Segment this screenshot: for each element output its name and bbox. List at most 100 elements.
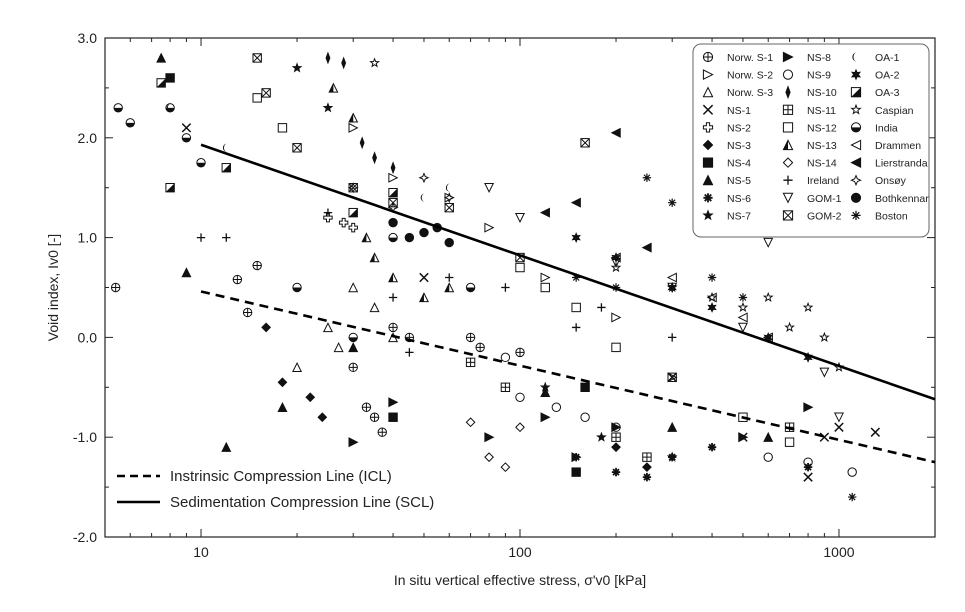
marker xyxy=(317,412,328,423)
marker-detail xyxy=(703,52,713,62)
marker xyxy=(222,143,228,152)
marker xyxy=(851,210,861,220)
marker xyxy=(850,192,862,203)
marker xyxy=(782,69,794,80)
data-point xyxy=(597,303,606,312)
marker-detail xyxy=(252,261,262,270)
marker-detail xyxy=(252,53,262,63)
marker xyxy=(347,182,359,194)
data-point xyxy=(484,222,495,233)
series-bothkennar xyxy=(388,217,454,248)
data-point xyxy=(323,212,333,223)
marker xyxy=(580,138,590,148)
data-point xyxy=(738,293,748,302)
data-point xyxy=(125,118,135,128)
marker xyxy=(702,86,714,98)
legend-label: NS-9 xyxy=(807,70,831,82)
marker-detail xyxy=(362,403,371,412)
data-point xyxy=(515,262,525,273)
data-point xyxy=(803,472,813,482)
data-point xyxy=(667,372,677,383)
marker-detail xyxy=(233,275,242,284)
data-point xyxy=(232,274,243,285)
marker-detail xyxy=(475,343,485,352)
marker xyxy=(418,172,430,184)
marker-detail xyxy=(580,138,590,148)
marker-detail xyxy=(466,333,475,342)
data-point xyxy=(405,348,414,357)
marker xyxy=(571,302,581,313)
data-point xyxy=(539,207,550,218)
marker xyxy=(252,53,262,63)
data-point xyxy=(338,217,349,228)
data-points xyxy=(110,51,881,502)
data-point xyxy=(539,381,551,392)
data-point xyxy=(484,452,494,463)
marker xyxy=(763,237,774,248)
data-point xyxy=(500,352,511,363)
data-point xyxy=(737,312,748,323)
data-point xyxy=(611,442,621,453)
legend-item: GOM-1 xyxy=(782,192,842,205)
marker-fill xyxy=(362,233,367,242)
marker xyxy=(707,442,717,452)
marker xyxy=(803,472,813,482)
legend-label: NS-13 xyxy=(807,140,837,152)
marker xyxy=(610,261,622,273)
data-point xyxy=(418,172,430,184)
marker xyxy=(465,417,476,428)
legend-label: NS-6 xyxy=(727,193,751,205)
marker-detail xyxy=(261,88,271,98)
marker-detail xyxy=(370,413,379,422)
legend-item: NS-6 xyxy=(703,193,751,205)
data-point xyxy=(611,422,621,432)
marker-fill xyxy=(388,188,398,197)
marker xyxy=(642,173,652,182)
marker xyxy=(261,88,271,98)
legend-label: NS-1 xyxy=(727,105,751,117)
marker xyxy=(803,402,814,413)
marker xyxy=(850,68,862,81)
marker xyxy=(642,472,652,482)
legend-item: NS-12 xyxy=(782,122,837,134)
data-point xyxy=(465,282,476,293)
marker xyxy=(570,197,581,208)
data-point xyxy=(738,432,749,443)
data-point xyxy=(611,432,621,442)
marker xyxy=(277,401,288,412)
data-point xyxy=(571,273,581,282)
x-tick-label: 100 xyxy=(508,544,532,560)
marker xyxy=(847,492,857,502)
data-point xyxy=(667,282,677,293)
data-point xyxy=(784,437,795,447)
data-point xyxy=(819,367,830,378)
series-ns-12 xyxy=(252,93,795,447)
data-point xyxy=(348,207,358,218)
y-axis-label: Void index, Iv0 [-] xyxy=(45,234,61,341)
data-point xyxy=(707,442,717,452)
marker xyxy=(540,282,550,293)
marker xyxy=(803,462,813,472)
data-point xyxy=(667,333,677,342)
marker xyxy=(484,432,495,443)
series-ns-9 xyxy=(500,352,857,477)
data-point xyxy=(341,56,347,70)
data-point xyxy=(305,392,316,403)
marker xyxy=(702,174,714,186)
marker-fill xyxy=(126,122,135,128)
marker xyxy=(833,412,844,423)
data-point xyxy=(196,158,206,168)
marker xyxy=(819,432,830,442)
series-drammen xyxy=(610,252,773,343)
marker xyxy=(763,452,773,462)
marker xyxy=(702,104,714,115)
legend-label: OA-3 xyxy=(875,87,900,99)
data-point xyxy=(317,412,328,423)
data-point xyxy=(571,302,581,313)
marker xyxy=(597,303,606,312)
data-point xyxy=(369,57,380,68)
marker xyxy=(784,437,795,447)
line-legend: Instrinsic Compression Line (ICL) Sedimen… xyxy=(117,468,434,511)
marker xyxy=(388,197,398,208)
data-point xyxy=(348,112,359,123)
